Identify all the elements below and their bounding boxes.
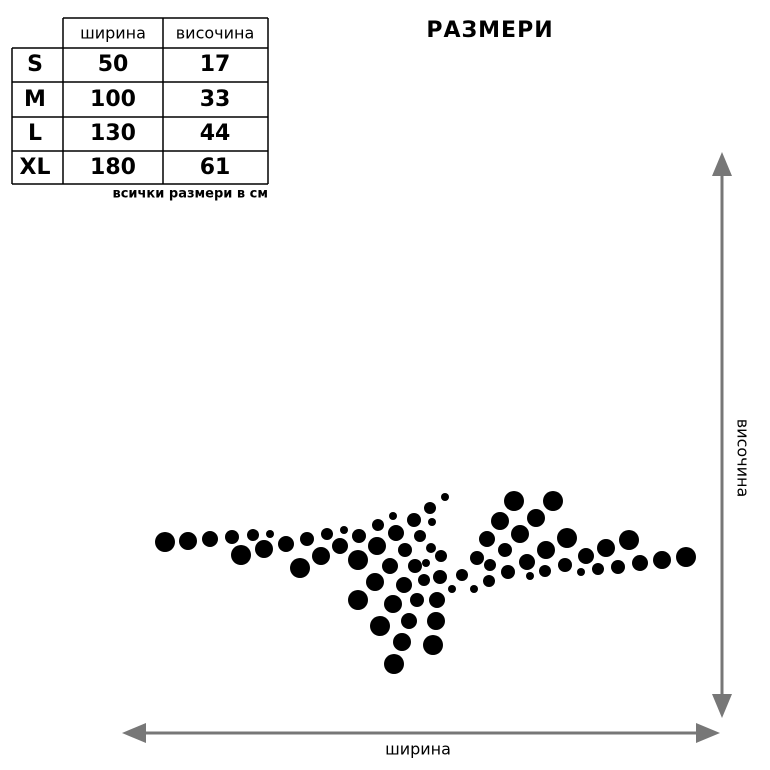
column-header: ширина (80, 24, 146, 43)
dot (597, 539, 615, 557)
dot (519, 554, 535, 570)
dot (352, 529, 366, 543)
y-axis-label: височина (734, 419, 753, 498)
dot (382, 558, 398, 574)
dot (225, 530, 239, 544)
dot (396, 577, 412, 593)
size-label: M (24, 87, 46, 112)
size-value: 33 (200, 87, 231, 112)
size-value: 130 (90, 121, 136, 146)
dot (619, 530, 639, 550)
column-header: височина (176, 24, 255, 43)
size-value: 100 (90, 87, 136, 112)
size-table: ширина височина S 50 17 M 100 33 L 130 44 XL 180 61… (11, 17, 269, 202)
dot (539, 565, 551, 577)
dot (429, 592, 445, 608)
dot (388, 525, 404, 541)
dot (491, 512, 509, 530)
width-arrow (122, 723, 720, 743)
dot (448, 585, 456, 593)
dot (653, 551, 671, 569)
dot (433, 570, 447, 584)
dot (348, 550, 368, 570)
dot (526, 572, 534, 580)
dot (543, 491, 563, 511)
dot (537, 541, 555, 559)
dot (393, 633, 411, 651)
dot (401, 613, 417, 629)
height-arrow (712, 152, 732, 718)
dot (410, 593, 424, 607)
dot (348, 590, 368, 610)
dot (456, 569, 468, 581)
dot (501, 565, 515, 579)
dot (484, 559, 496, 571)
dot (423, 635, 443, 655)
dot (202, 531, 218, 547)
dot (418, 574, 430, 586)
size-label: L (28, 121, 42, 146)
dot (414, 530, 426, 542)
dot (321, 528, 333, 540)
dot (332, 538, 348, 554)
dot (592, 563, 604, 575)
size-label: S (27, 52, 43, 77)
dot (632, 555, 648, 571)
dot (676, 547, 696, 567)
dot (435, 550, 447, 562)
pattern (155, 491, 696, 674)
dot (470, 585, 478, 593)
dot (384, 654, 404, 674)
dot (370, 616, 390, 636)
dot (231, 545, 251, 565)
dot (424, 502, 436, 514)
dot (511, 525, 529, 543)
title: РАЗМЕРИ (426, 18, 553, 43)
dot (266, 530, 274, 538)
dot (155, 532, 175, 552)
dot (479, 531, 495, 547)
dot (407, 513, 421, 527)
dot (179, 532, 197, 550)
dot (372, 519, 384, 531)
dot (312, 547, 330, 565)
size-value: 50 (98, 52, 129, 77)
dot (340, 526, 348, 534)
dot (428, 518, 436, 526)
dot (366, 573, 384, 591)
size-value: 44 (200, 121, 231, 146)
x-axis-label: ширина (385, 740, 451, 759)
dot (408, 559, 422, 573)
dot (247, 529, 259, 541)
dot (300, 532, 314, 546)
dot (558, 558, 572, 572)
dot (504, 491, 524, 511)
dot (483, 575, 495, 587)
dot (578, 548, 594, 564)
size-value: 180 (90, 155, 136, 180)
dot (368, 537, 386, 555)
dot (255, 540, 273, 558)
dot (422, 559, 430, 567)
dot (577, 568, 585, 576)
dot (611, 560, 625, 574)
dot (398, 543, 412, 557)
dot (527, 509, 545, 527)
dot (426, 543, 436, 553)
dot (498, 543, 512, 557)
table-note: всички размери в см (112, 187, 268, 202)
dot (389, 512, 397, 520)
dot (470, 551, 484, 565)
dot (278, 536, 294, 552)
size-value: 17 (200, 52, 231, 77)
dot (557, 528, 577, 548)
dot (441, 493, 449, 501)
size-value: 61 (200, 155, 231, 180)
dot (384, 595, 402, 613)
size-label: XL (20, 155, 51, 180)
dot (427, 612, 445, 630)
dot (290, 558, 310, 578)
